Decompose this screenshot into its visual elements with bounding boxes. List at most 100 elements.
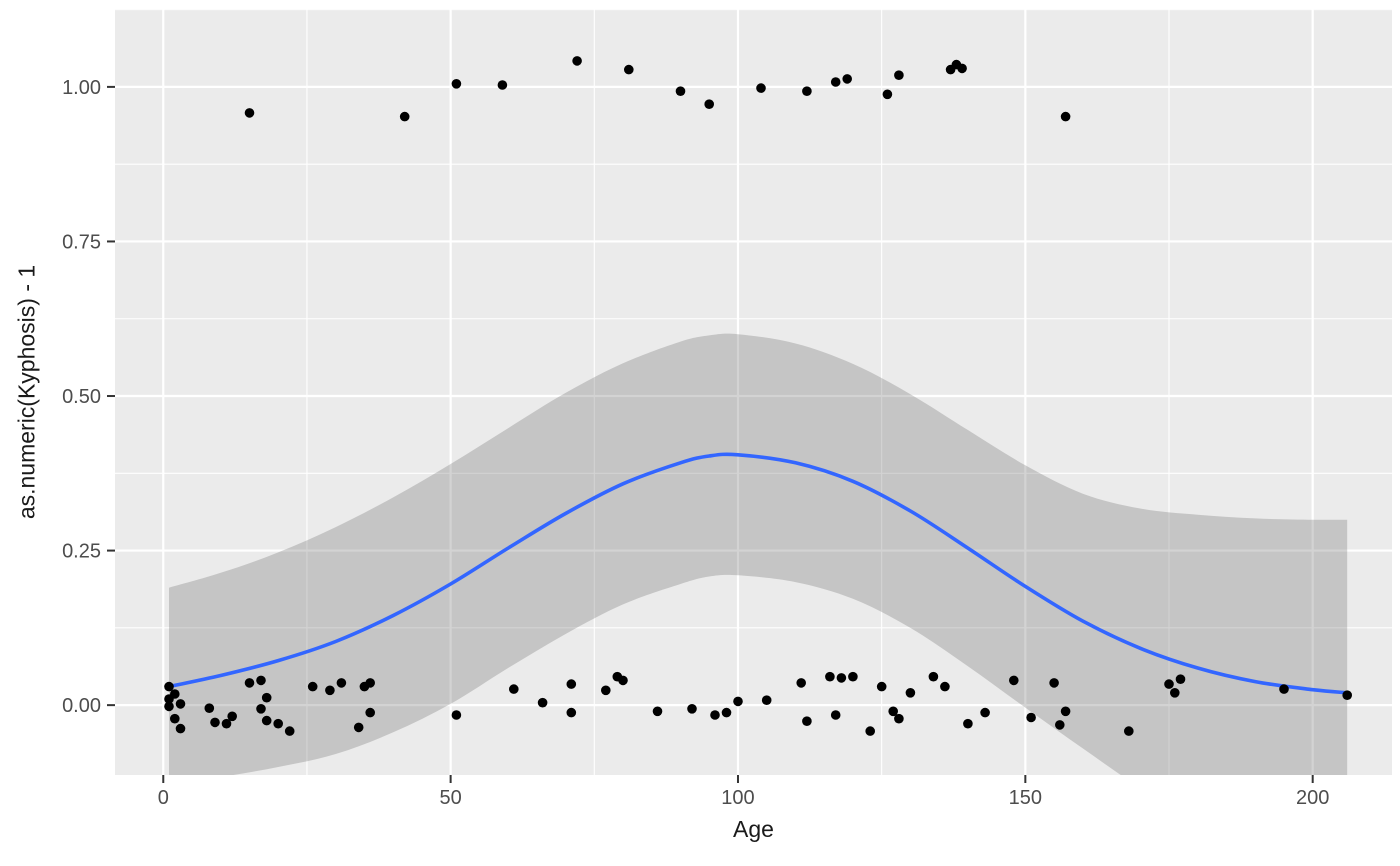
data-point [164, 681, 174, 692]
grid-minor [115, 9, 1392, 775]
data-point [1060, 706, 1071, 717]
data-point [802, 716, 812, 726]
data-point [537, 697, 548, 708]
data-point [756, 83, 766, 93]
data-point [244, 678, 255, 688]
data-point [652, 706, 663, 717]
data-point [618, 675, 628, 686]
data-point [830, 77, 841, 87]
kyphosis-absent-points [164, 671, 1352, 736]
data-point [365, 707, 376, 718]
data-point [1055, 720, 1065, 730]
svg-text:50: 50 [440, 787, 462, 809]
data-point [1060, 111, 1071, 122]
data-point [802, 86, 812, 96]
data-point [761, 695, 772, 705]
data-point [204, 703, 215, 713]
data-point [175, 699, 186, 709]
data-point [1342, 690, 1352, 700]
data-point [572, 56, 582, 66]
svg-text:0.25: 0.25 [62, 541, 101, 563]
data-point [365, 678, 376, 688]
data-point [704, 99, 714, 109]
data-point [940, 681, 950, 692]
svg-text:1.00: 1.00 [62, 77, 101, 99]
data-point [842, 74, 852, 84]
data-point [256, 675, 266, 686]
data-point [848, 671, 858, 682]
data-point [1026, 712, 1036, 723]
data-point [261, 692, 272, 703]
data-point [882, 89, 893, 100]
data-point [307, 681, 318, 692]
x-tick-labels: 0 50 100 150 200 [158, 787, 1330, 809]
data-point [336, 678, 347, 688]
data-point [210, 717, 220, 728]
data-point [675, 86, 686, 96]
data-point [1009, 675, 1019, 686]
data-point [497, 80, 508, 90]
data-point [273, 718, 284, 729]
grid-major [115, 9, 1392, 775]
data-point [710, 710, 720, 720]
data-point [957, 63, 967, 74]
svg-text:0.75: 0.75 [62, 231, 101, 253]
data-point [170, 713, 180, 724]
data-point [624, 64, 634, 75]
data-point [221, 718, 232, 729]
data-point [796, 678, 806, 688]
data-point [509, 684, 519, 694]
data-point [687, 704, 697, 714]
data-point [244, 108, 255, 118]
y-axis-title: as.numeric(Kyphosis) - 1 [13, 264, 40, 520]
data-point [894, 70, 904, 80]
y-tick-labels: 0.00 0.25 0.50 0.75 1.00 [62, 77, 101, 717]
data-point [566, 707, 577, 718]
kyphosis-present-points [244, 56, 1071, 122]
data-point [721, 707, 732, 718]
data-point [1175, 674, 1186, 684]
data-point [566, 679, 577, 689]
data-point [451, 79, 462, 89]
data-point [928, 671, 939, 682]
svg-text:150: 150 [1009, 787, 1042, 809]
data-point [399, 111, 410, 122]
data-point [865, 726, 875, 736]
data-point [1124, 726, 1134, 736]
axis-ticks [107, 85, 1314, 783]
data-point [601, 685, 611, 696]
data-point [836, 673, 847, 683]
data-point [825, 671, 835, 682]
data-point [353, 722, 364, 733]
data-point [1164, 679, 1174, 689]
data-point [325, 685, 335, 696]
svg-text:200: 200 [1296, 787, 1329, 809]
data-point [894, 713, 904, 724]
data-point [1049, 678, 1059, 688]
data-point [227, 711, 237, 722]
smooth-line [167, 452, 1349, 695]
data-point [451, 710, 462, 720]
svg-text:0.00: 0.00 [62, 695, 101, 717]
data-point [733, 696, 743, 707]
data-point [876, 681, 887, 692]
data-point [963, 718, 973, 729]
plot-panel [115, 9, 1392, 775]
data-point [1279, 684, 1289, 694]
svg-text:100: 100 [721, 787, 754, 809]
data-point [170, 689, 180, 699]
confidence-band [169, 333, 1348, 775]
data-point [888, 706, 898, 717]
data-point [905, 688, 916, 698]
data-point [980, 707, 990, 718]
data-point [175, 723, 186, 734]
data-point [1170, 688, 1180, 698]
svg-text:0.50: 0.50 [62, 386, 101, 408]
data-point [256, 704, 266, 714]
svg-text:0: 0 [158, 787, 169, 809]
data-point [261, 715, 272, 726]
data-point [164, 701, 174, 712]
data-point [830, 710, 841, 720]
